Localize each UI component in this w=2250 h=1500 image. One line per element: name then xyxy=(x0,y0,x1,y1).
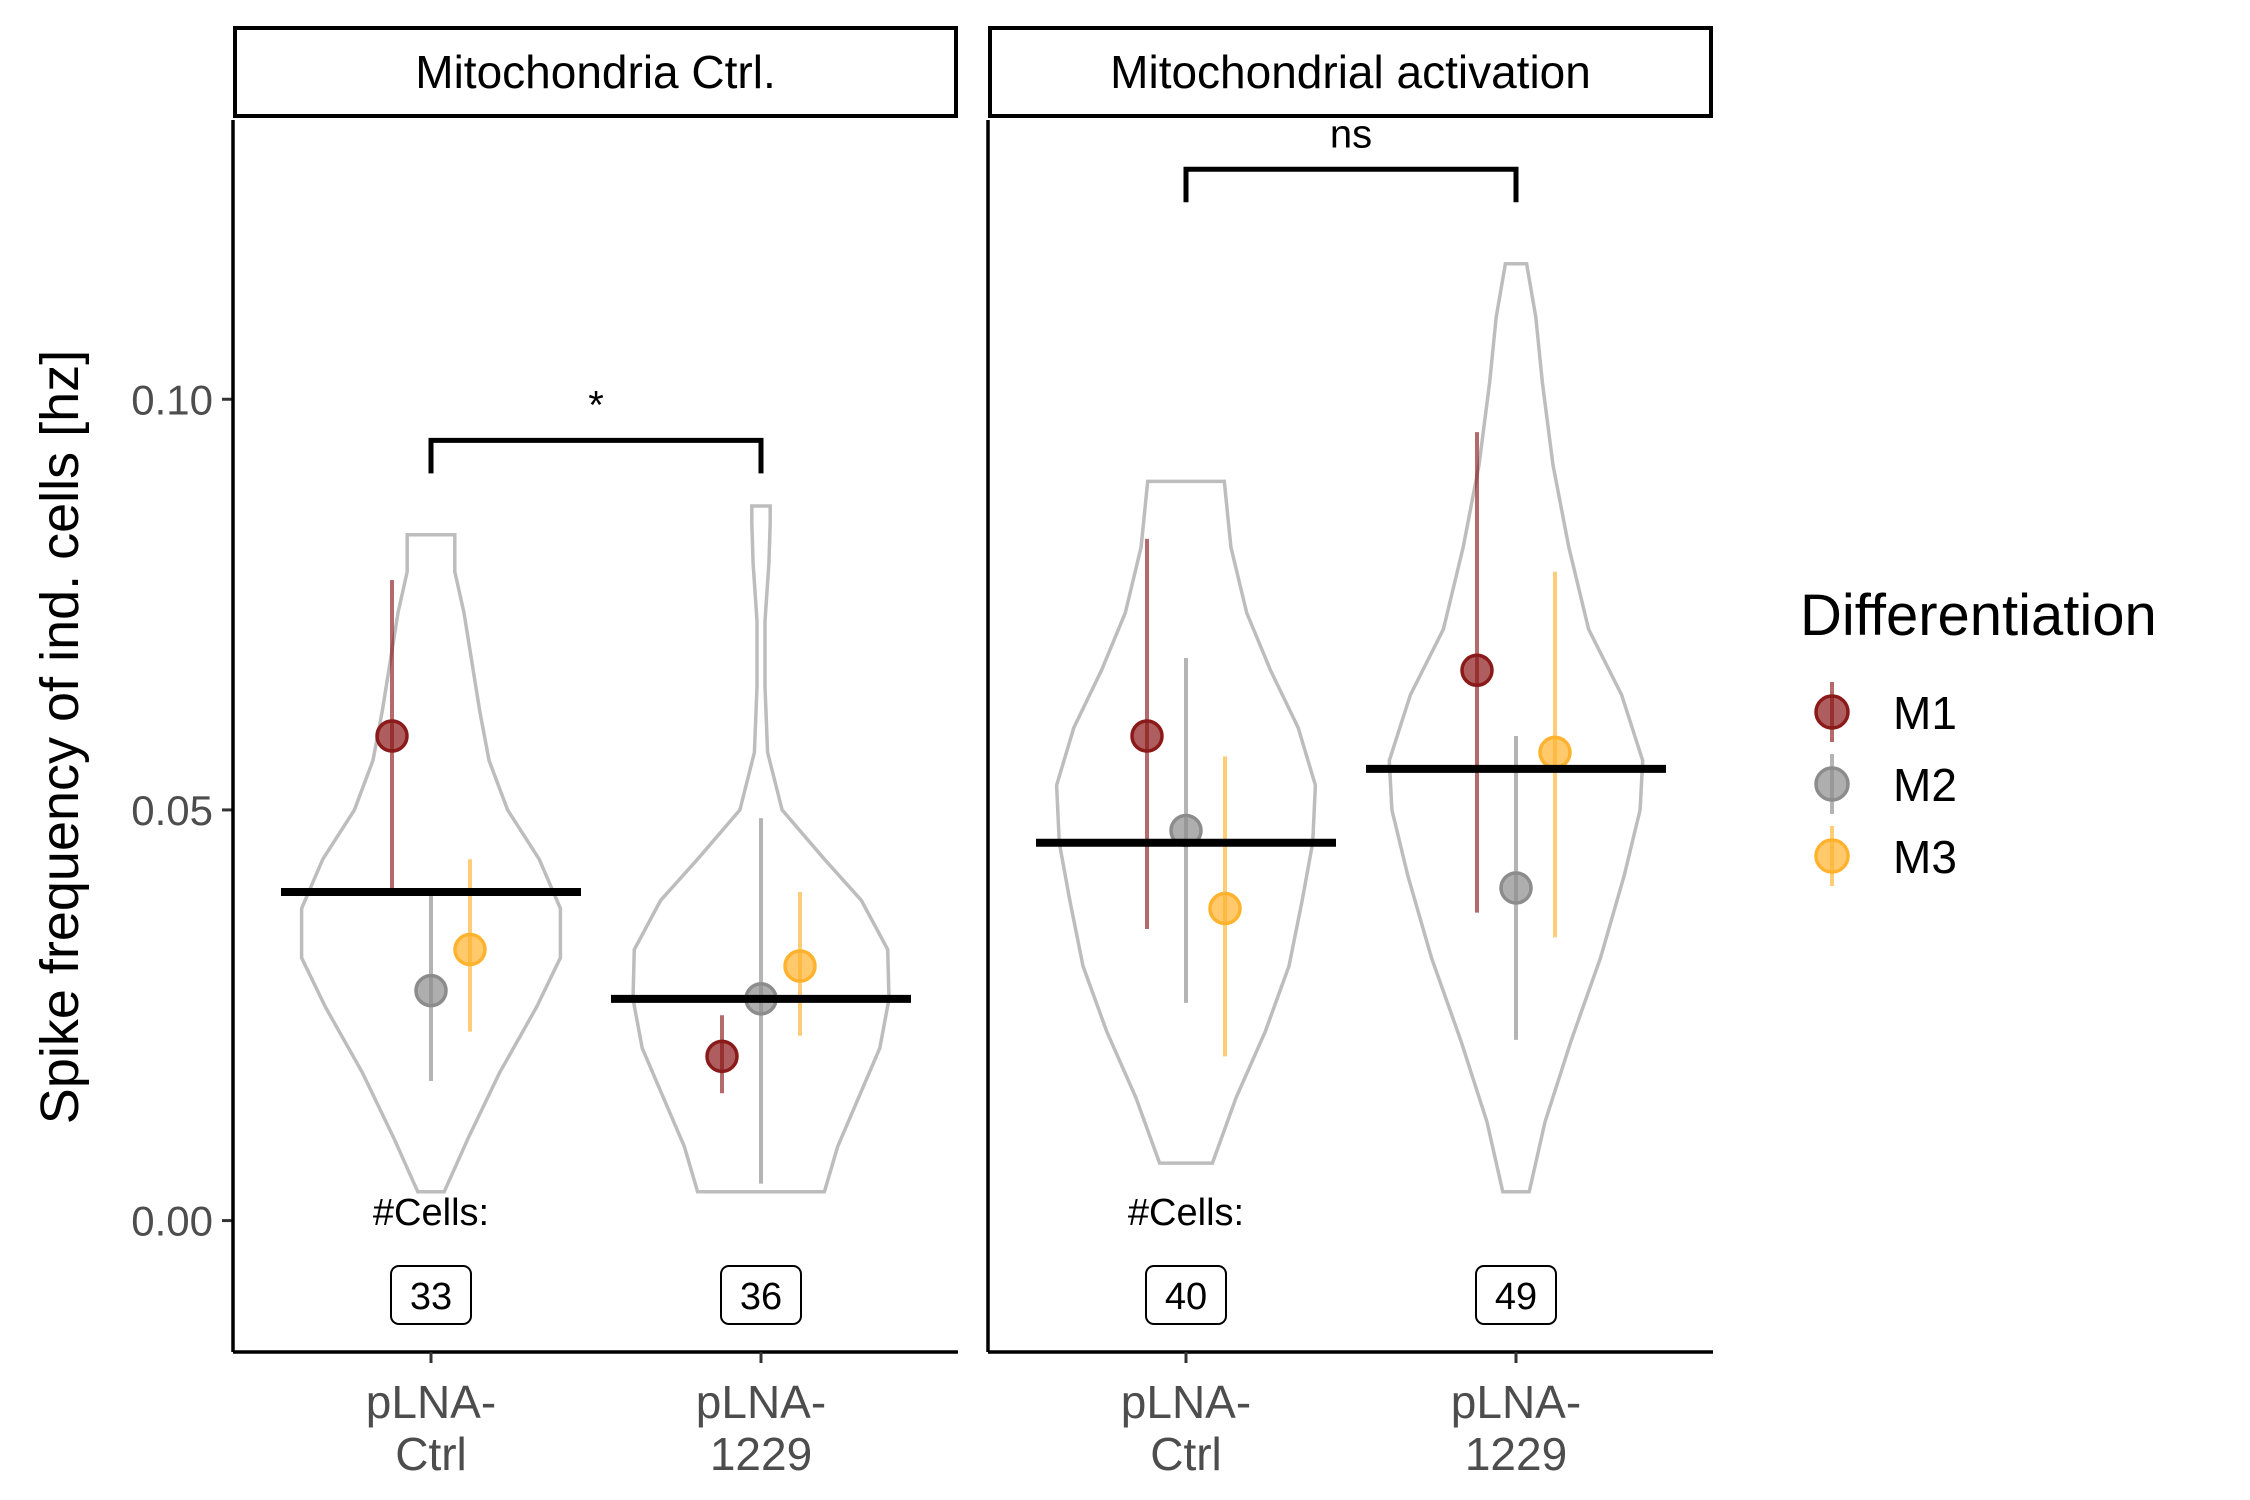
x-tick-label: pLNA- xyxy=(1451,1376,1581,1428)
facet-strip xyxy=(988,26,1713,118)
point-m1 xyxy=(1130,719,1164,753)
x-tick-label: Ctrl xyxy=(395,1428,467,1480)
cell-count-box xyxy=(390,1265,472,1325)
violin-shape xyxy=(1054,479,1318,1165)
cell-count-box xyxy=(1145,1265,1227,1325)
facet-panel-1: Mitochondria Ctrl.33pLNA-Ctrl36pLNA-1229… xyxy=(231,26,958,1480)
legend-title: Differentiation xyxy=(1800,583,2157,648)
y-tick-label: 0.05 xyxy=(131,787,213,834)
point-m2 xyxy=(414,973,448,1008)
y-tick-label: 0.00 xyxy=(131,1198,213,1245)
cell-count: 40 xyxy=(1165,1276,1207,1318)
legend: Differentiation M1 M2 M3 xyxy=(1800,583,2157,886)
violin-shape xyxy=(1387,261,1645,1194)
violin-shape xyxy=(299,533,563,1194)
facet-panel-2: Mitochondrial activation40pLNA-Ctrl49pLN… xyxy=(986,26,1713,1480)
facet-strip xyxy=(233,26,958,118)
significance-label: ns xyxy=(1330,112,1372,156)
group-2: 49 xyxy=(1366,261,1666,1325)
facet-title: Mitochondrial activation xyxy=(1110,46,1591,98)
point-m1 xyxy=(705,1039,739,1074)
legend-label: M3 xyxy=(1893,831,1957,883)
x-tick-label: pLNA- xyxy=(1121,1376,1251,1428)
y-axis-label: Spike frequency of ind. cells [hz] xyxy=(30,350,90,1124)
cell-count: 36 xyxy=(740,1276,782,1318)
legend-key-m1 xyxy=(1814,694,1850,730)
cell-count-box xyxy=(720,1265,802,1325)
significance-label: * xyxy=(588,383,604,427)
x-tick-label: 1229 xyxy=(710,1428,812,1480)
y-tick-label: 0.10 xyxy=(131,376,213,423)
cells-label: #Cells: xyxy=(373,1192,489,1234)
point-m1 xyxy=(1460,653,1494,688)
point-m3 xyxy=(1208,891,1242,926)
legend-key-m3 xyxy=(1814,838,1850,874)
cells-label: #Cells: xyxy=(1128,1192,1244,1234)
group-1: 33 xyxy=(281,533,581,1325)
cell-count: 49 xyxy=(1495,1276,1537,1318)
legend-key-m2 xyxy=(1814,766,1850,802)
point-m3 xyxy=(783,949,817,983)
x-tick-label: Ctrl xyxy=(1150,1428,1222,1480)
x-tick-label: pLNA- xyxy=(366,1376,496,1428)
significance-bracket xyxy=(428,437,764,474)
group-1: 40 xyxy=(1036,479,1336,1325)
point-m1 xyxy=(375,719,409,753)
x-tick-label: 1229 xyxy=(1465,1428,1567,1480)
cell-count: 33 xyxy=(410,1276,452,1318)
legend-label: M1 xyxy=(1893,687,1957,739)
point-m2 xyxy=(1499,871,1533,905)
cell-count-box xyxy=(1475,1265,1557,1325)
point-m3 xyxy=(1538,735,1572,770)
x-tick-label: pLNA- xyxy=(696,1376,826,1428)
point-m3 xyxy=(453,932,487,967)
legend-label: M2 xyxy=(1893,759,1957,811)
group-2: 36 xyxy=(611,504,911,1325)
significance-bracket xyxy=(1183,166,1519,203)
facet-title: Mitochondria Ctrl. xyxy=(415,46,775,98)
